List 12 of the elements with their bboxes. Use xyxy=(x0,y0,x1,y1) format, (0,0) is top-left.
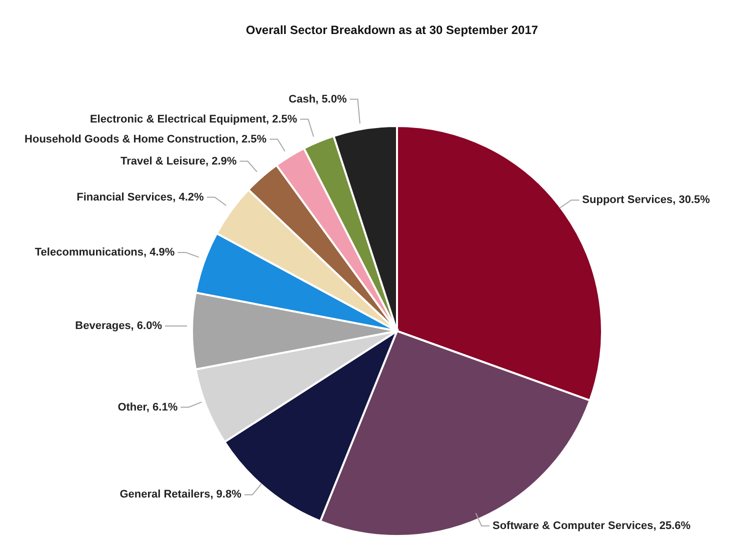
slice-label: Electronic & Electrical Equipment, 2.5% xyxy=(90,113,298,126)
slice-label: Financial Services, 4.2% xyxy=(76,191,204,204)
slice-label: Telecommunications, 4.9% xyxy=(34,246,175,258)
slice-label: Travel & Leisure, 2.9% xyxy=(120,155,237,168)
slice-label: Other, 6.1% xyxy=(118,401,178,414)
chart-title: Overall Sector Breakdown as at 30 September 2017 xyxy=(246,23,538,37)
slice-label: Cash, 5.0% xyxy=(288,93,347,106)
slice-label: Software & Computer Services, 25.6% xyxy=(492,520,691,532)
slice-label: Household Goods & Home Construction, 2.5% xyxy=(24,133,267,146)
slice-label: Beverages, 6.0% xyxy=(75,320,162,332)
slice-label: General Retailers, 9.8% xyxy=(120,488,242,501)
slice-label: Support Services, 30.5% xyxy=(582,194,710,206)
